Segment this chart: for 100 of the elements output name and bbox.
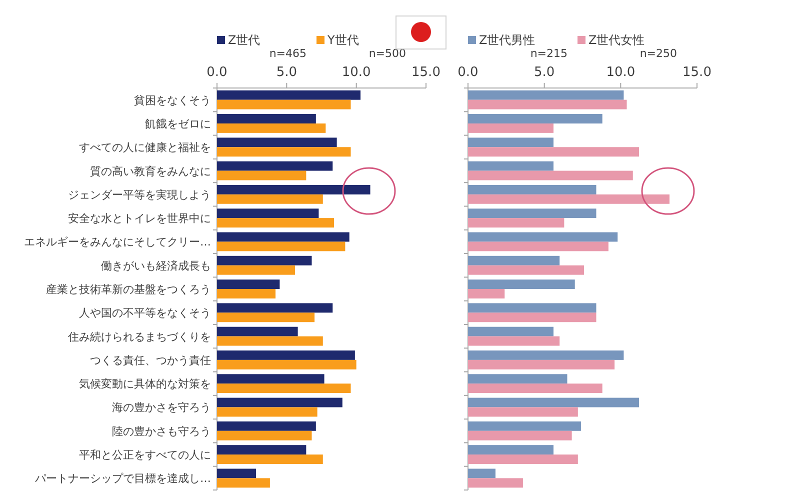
bar bbox=[468, 138, 554, 148]
y-tick-label: 気候変動に具体的な対策を bbox=[79, 378, 211, 391]
bar bbox=[217, 90, 361, 100]
bar bbox=[468, 407, 578, 417]
bar bbox=[217, 218, 334, 228]
y-tick-label: エネルギーをみんなにそしてクリー… bbox=[24, 236, 211, 249]
bar bbox=[217, 312, 315, 322]
y-tick-label: 質の高い教育をみんなに bbox=[90, 164, 211, 178]
bar bbox=[217, 398, 342, 408]
bar bbox=[217, 303, 333, 313]
bar bbox=[468, 350, 624, 360]
bar bbox=[468, 242, 608, 252]
bar bbox=[468, 208, 596, 218]
bar bbox=[217, 280, 280, 289]
bar bbox=[217, 161, 333, 171]
y-tick-label: つくる責任、つかう責任 bbox=[90, 354, 211, 367]
text: n=215 bbox=[530, 47, 568, 60]
bar bbox=[468, 468, 496, 478]
x-tick-label: 5.0 bbox=[276, 65, 298, 80]
bar bbox=[468, 265, 584, 275]
bar bbox=[217, 454, 323, 464]
bar bbox=[217, 478, 270, 488]
bar bbox=[217, 194, 323, 204]
bar bbox=[468, 161, 554, 171]
bar bbox=[468, 194, 670, 204]
x-tick-label: 15.0 bbox=[412, 65, 440, 80]
bar bbox=[468, 170, 633, 180]
bar bbox=[468, 218, 564, 228]
bar bbox=[468, 184, 596, 194]
bar bbox=[217, 445, 306, 455]
y-tick-label: 陸の豊かさも守ろう bbox=[112, 424, 211, 438]
bar bbox=[468, 123, 554, 133]
y-tick-label: 貧困をなくそう bbox=[134, 94, 211, 107]
y-tick-label: 安全な水とトイレを世界中に bbox=[68, 212, 211, 226]
bar bbox=[468, 421, 581, 431]
bar bbox=[468, 90, 624, 100]
x-tick-label: 10.0 bbox=[606, 65, 636, 80]
bar bbox=[217, 123, 326, 133]
y-tick-label: 飢餓をゼロに bbox=[145, 117, 211, 130]
bar bbox=[217, 360, 356, 370]
legend-label: Y世代 bbox=[326, 33, 359, 47]
bar bbox=[468, 478, 523, 488]
bar bbox=[468, 303, 596, 313]
y-tick-label: 海の豊かさを守ろう bbox=[112, 401, 211, 414]
bar bbox=[217, 407, 318, 417]
bar bbox=[468, 232, 618, 242]
x-tick-label: 0.0 bbox=[206, 65, 228, 80]
bar bbox=[468, 114, 602, 124]
x-tick-label: 10.0 bbox=[342, 65, 371, 80]
bar bbox=[217, 184, 370, 194]
bar bbox=[217, 232, 350, 242]
bar bbox=[468, 360, 615, 370]
y-tick-label: すべての人に健康と福祉を bbox=[79, 141, 211, 154]
x-tick-label: 15.0 bbox=[682, 65, 712, 80]
bar bbox=[468, 289, 505, 298]
bar bbox=[217, 114, 316, 124]
y-tick-label: 産業と技術革新の基盤をつくろう bbox=[46, 283, 211, 296]
bar bbox=[217, 265, 296, 275]
bar bbox=[468, 384, 602, 394]
y-tick-label: 働きがいも経済成長も bbox=[101, 259, 211, 272]
legend-label: Z世代 bbox=[228, 33, 260, 47]
x-tick-label: 5.0 bbox=[534, 65, 555, 80]
text: n=500 bbox=[368, 47, 406, 60]
bar bbox=[217, 242, 346, 252]
bar bbox=[468, 312, 596, 322]
bar bbox=[468, 336, 560, 346]
bar bbox=[468, 280, 575, 289]
bar bbox=[468, 430, 572, 440]
bar bbox=[217, 326, 298, 336]
bar bbox=[468, 454, 578, 464]
bar bbox=[468, 374, 568, 384]
bar bbox=[217, 289, 276, 298]
bar bbox=[468, 100, 627, 110]
bar bbox=[217, 336, 323, 346]
legend-label: Z世代女性 bbox=[588, 33, 645, 47]
text: n=250 bbox=[640, 47, 677, 60]
bar bbox=[468, 326, 554, 336]
x-tick-label: 0.0 bbox=[458, 65, 478, 80]
bar bbox=[217, 170, 306, 180]
bar bbox=[468, 256, 560, 266]
bar bbox=[217, 208, 319, 218]
bar bbox=[217, 421, 316, 431]
bar bbox=[217, 468, 256, 478]
y-tick-label: 人や国の不平等をなくそう bbox=[79, 306, 211, 320]
bar bbox=[468, 147, 639, 157]
bar bbox=[217, 350, 355, 360]
bar bbox=[217, 374, 324, 384]
bar bbox=[217, 147, 351, 157]
y-tick-label: ジェンダー平等を実現しよう bbox=[68, 188, 211, 202]
bar bbox=[217, 100, 351, 110]
bar bbox=[217, 256, 312, 266]
text: n=465 bbox=[269, 47, 306, 60]
y-tick-label: 平和と公正をすべての人に bbox=[79, 448, 211, 462]
bar bbox=[468, 398, 639, 408]
y-tick-label: パートナーシップで目標を達成し… bbox=[34, 472, 211, 486]
bar bbox=[217, 384, 351, 394]
bar bbox=[217, 138, 337, 148]
legend-label: Z世代男性 bbox=[479, 33, 536, 47]
bar bbox=[468, 445, 554, 455]
y-tick-label: 住み続けられるまちづくりを bbox=[68, 330, 211, 344]
